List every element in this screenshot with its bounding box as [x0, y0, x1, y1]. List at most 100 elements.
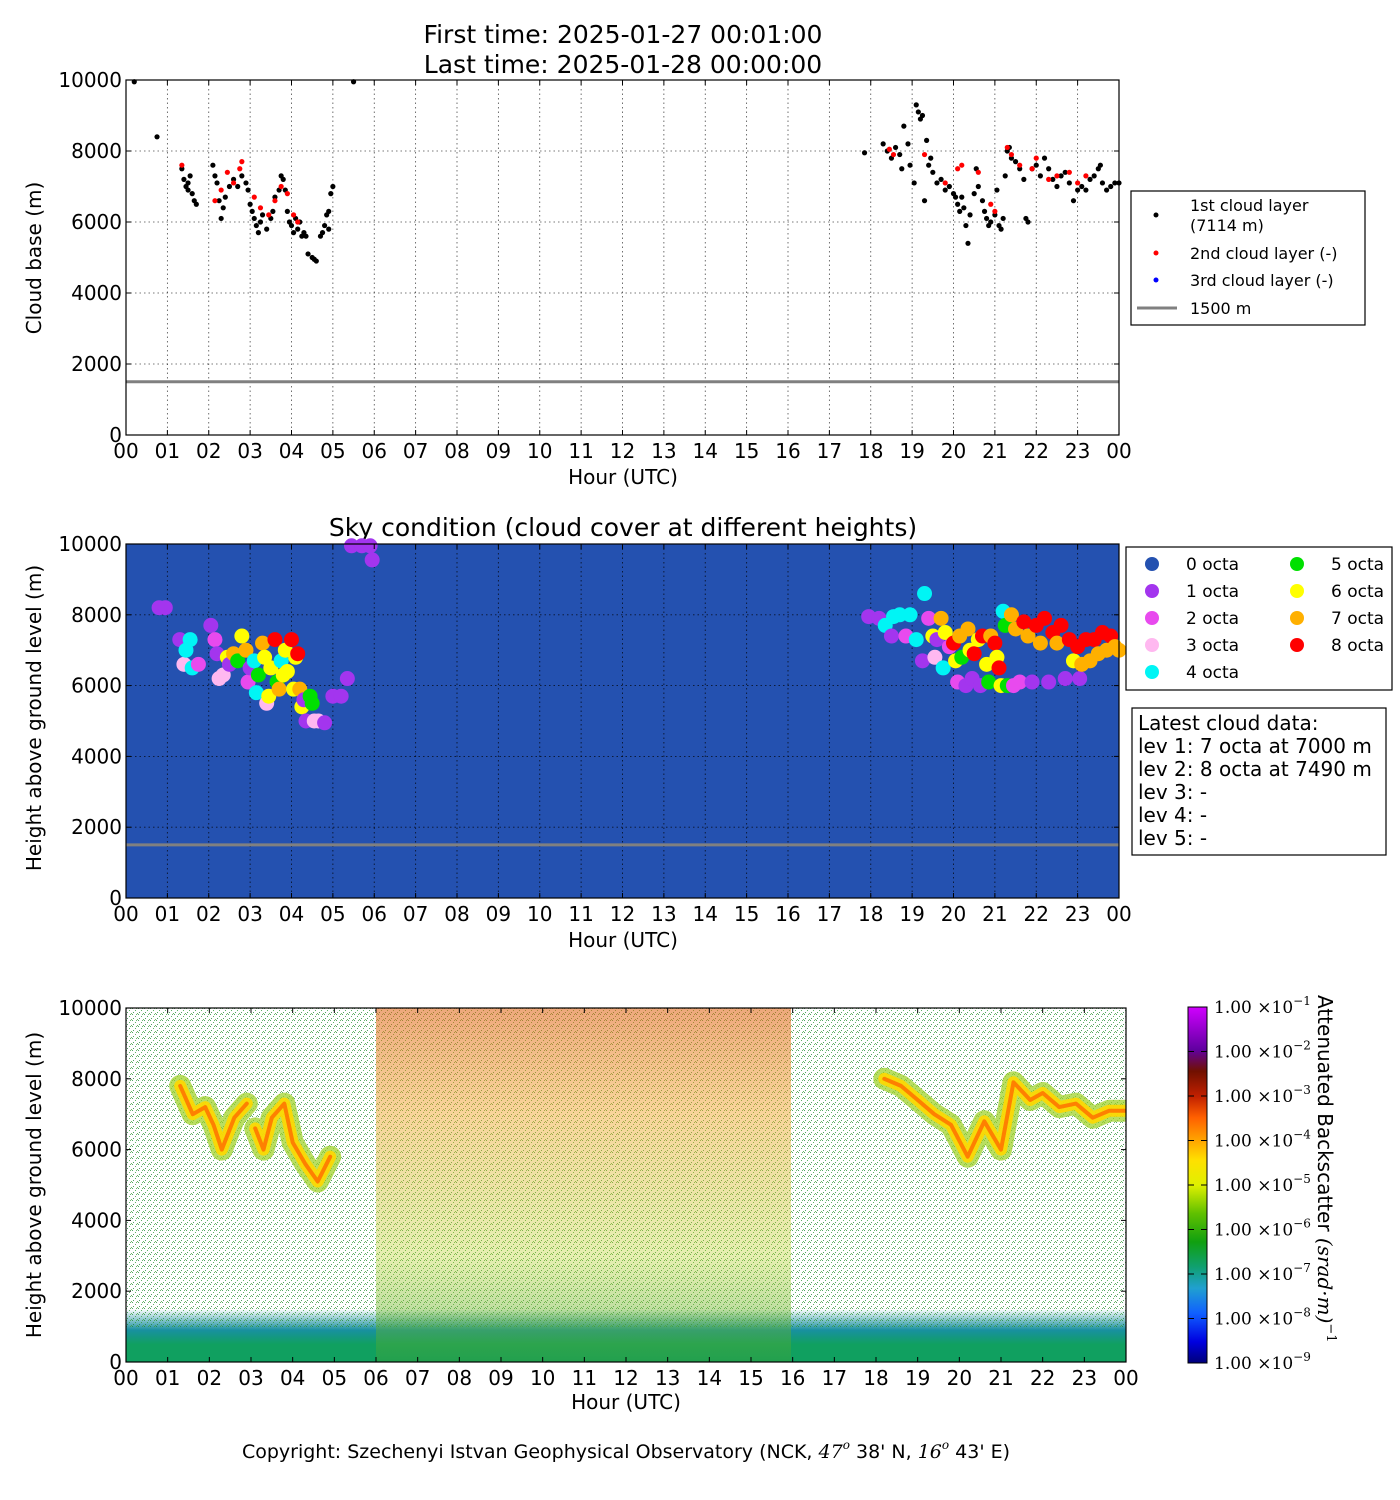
cloud-base-point	[946, 183, 952, 190]
cloud-base-point	[284, 208, 290, 214]
x-tick-label: 05	[320, 439, 345, 463]
x-tick-label: 05	[320, 902, 345, 926]
cloud-base-grid	[126, 80, 1119, 435]
sky-point	[1049, 635, 1065, 651]
cloud-base-point	[1066, 180, 1072, 186]
x-tick-label: 00	[113, 1366, 138, 1390]
copyright-footer: Copyright: Szechenyi Istvan Geophysical …	[242, 1438, 1010, 1463]
cloud-base-point	[326, 208, 332, 214]
x-tick-label: 02	[196, 439, 221, 463]
x-tick-label: 03	[238, 1366, 263, 1390]
backscatter-x-ticks: 00 01 02 03 04 05 06 07 08 09 10 11 12 13 14 15 16 17 18 19…	[113, 1008, 1139, 1390]
cloud-base-y-ticks: 0 2000 4000 6000 8000 10000	[58, 68, 1119, 447]
cloud-base-point	[899, 166, 905, 172]
x-tick-label: 15	[738, 1366, 763, 1390]
cloud-base-legend: 1st cloud layer (7114 m) 2nd cloud layer…	[1130, 190, 1366, 326]
sky-point	[284, 632, 299, 648]
cloud-base-point	[278, 183, 284, 190]
backscatter-cloud-core	[178, 1083, 249, 1152]
cloud-base-point	[975, 169, 981, 175]
sky-point	[1003, 607, 1019, 623]
x-tick-label: 11	[568, 439, 593, 463]
x-tick-label: 07	[405, 1366, 430, 1390]
x-tick-label: 16	[775, 902, 800, 926]
x-tick-label: 09	[488, 1366, 513, 1390]
sky-point	[981, 674, 997, 690]
cloud-base-point	[1033, 162, 1039, 168]
x-tick-label: 19	[905, 1366, 930, 1390]
cloud-base-point	[222, 194, 228, 200]
cloud-base-point	[181, 176, 187, 182]
y-tick-label: 6000	[71, 210, 122, 234]
x-tick-label: 10	[530, 1366, 555, 1390]
y-tick-label: 4000	[71, 744, 122, 768]
cloud-base-point	[290, 212, 297, 218]
sky-point	[182, 632, 198, 648]
x-tick-label: 01	[155, 902, 180, 926]
colorbar-tick-label: 1.00 ×10−8	[1214, 1306, 1311, 1330]
colorbar-label: Attenuated Backscatter (srad·m)−1	[1313, 995, 1338, 1343]
cloud-base-point	[1062, 169, 1068, 175]
sky-point	[250, 667, 266, 683]
legend-layer1-marker	[1153, 212, 1159, 218]
cloud-base-point	[957, 208, 963, 214]
backscatter-cloud-core	[882, 1076, 1126, 1159]
cloud-base-point	[249, 208, 255, 214]
cloud-base-point	[330, 183, 336, 190]
y-tick-label: 10000	[58, 996, 122, 1020]
sky-x-ticks: 00 01 02 03 04 05 06 07 08 09 10 11 12 13 14 15 16 17 18 19…	[113, 544, 1132, 926]
cloud-base-point	[963, 222, 969, 229]
sky-point	[1041, 674, 1057, 690]
x-tick-label: 15	[734, 439, 759, 463]
octa-legend-marker	[1145, 638, 1159, 652]
cloud-base-points	[131, 79, 1122, 264]
y-tick-label: 0	[109, 1350, 122, 1374]
x-tick-label: 13	[655, 1366, 680, 1390]
cloud-base-point	[218, 215, 224, 222]
cloud-base-point	[959, 162, 965, 168]
sky-point	[234, 628, 250, 644]
x-tick-label: 20	[941, 439, 966, 463]
cloud-base-point	[897, 151, 903, 158]
cloud-base-point	[1002, 173, 1008, 179]
sky-point	[255, 635, 271, 651]
sky-point	[304, 695, 320, 711]
cloud-base-point	[1037, 173, 1043, 179]
sky-xlabel: Hour (UTC)	[568, 928, 678, 952]
cloud-base-point	[992, 208, 998, 214]
cloud-base-point	[212, 173, 218, 179]
legend-layer2-label: 2nd cloud layer (-)	[1190, 244, 1337, 263]
y-tick-label: 8000	[71, 603, 122, 627]
cloud-base-point	[942, 180, 948, 186]
x-tick-label: 19	[899, 439, 924, 463]
colorbar-tick-label: 1.00 ×10−4	[1214, 1128, 1311, 1152]
y-tick-label: 8000	[71, 139, 122, 163]
backscatter-image	[126, 1008, 1126, 1362]
latest-line-5: lev 5: -	[1138, 826, 1207, 850]
x-tick-label: 12	[610, 439, 635, 463]
x-tick-label: 09	[486, 439, 511, 463]
sky-point	[290, 646, 306, 662]
x-tick-label: 02	[197, 1366, 222, 1390]
cloud-base-point	[901, 123, 907, 129]
cloud-base-point	[1046, 166, 1052, 172]
cloud-base-ylabel: Cloud base (m)	[22, 182, 46, 335]
cloud-base-point	[1008, 151, 1015, 158]
sky-point	[364, 552, 380, 568]
sky-point	[1053, 617, 1069, 633]
x-tick-label: 12	[610, 902, 635, 926]
sky-point	[883, 628, 899, 644]
cloud-base-point	[214, 180, 220, 186]
cloud-base-point	[1004, 144, 1010, 151]
x-tick-label: 16	[780, 1366, 805, 1390]
cloud-base-point	[1029, 166, 1035, 172]
cloud-base-point	[280, 176, 286, 182]
cloud-base-point	[1108, 183, 1114, 190]
latest-line-3: lev 3: -	[1138, 780, 1207, 804]
x-tick-label: 14	[693, 439, 718, 463]
cloud-base-point	[189, 191, 195, 197]
legend-layer3-marker	[1153, 277, 1159, 283]
cloud-base-panel: 00 01 02 03 04 05 06 07 08 09 10 11 12 13 14 15 16 17 18 19…	[22, 68, 1366, 489]
x-tick-label: 03	[237, 439, 262, 463]
cloud-base-point	[861, 150, 868, 156]
